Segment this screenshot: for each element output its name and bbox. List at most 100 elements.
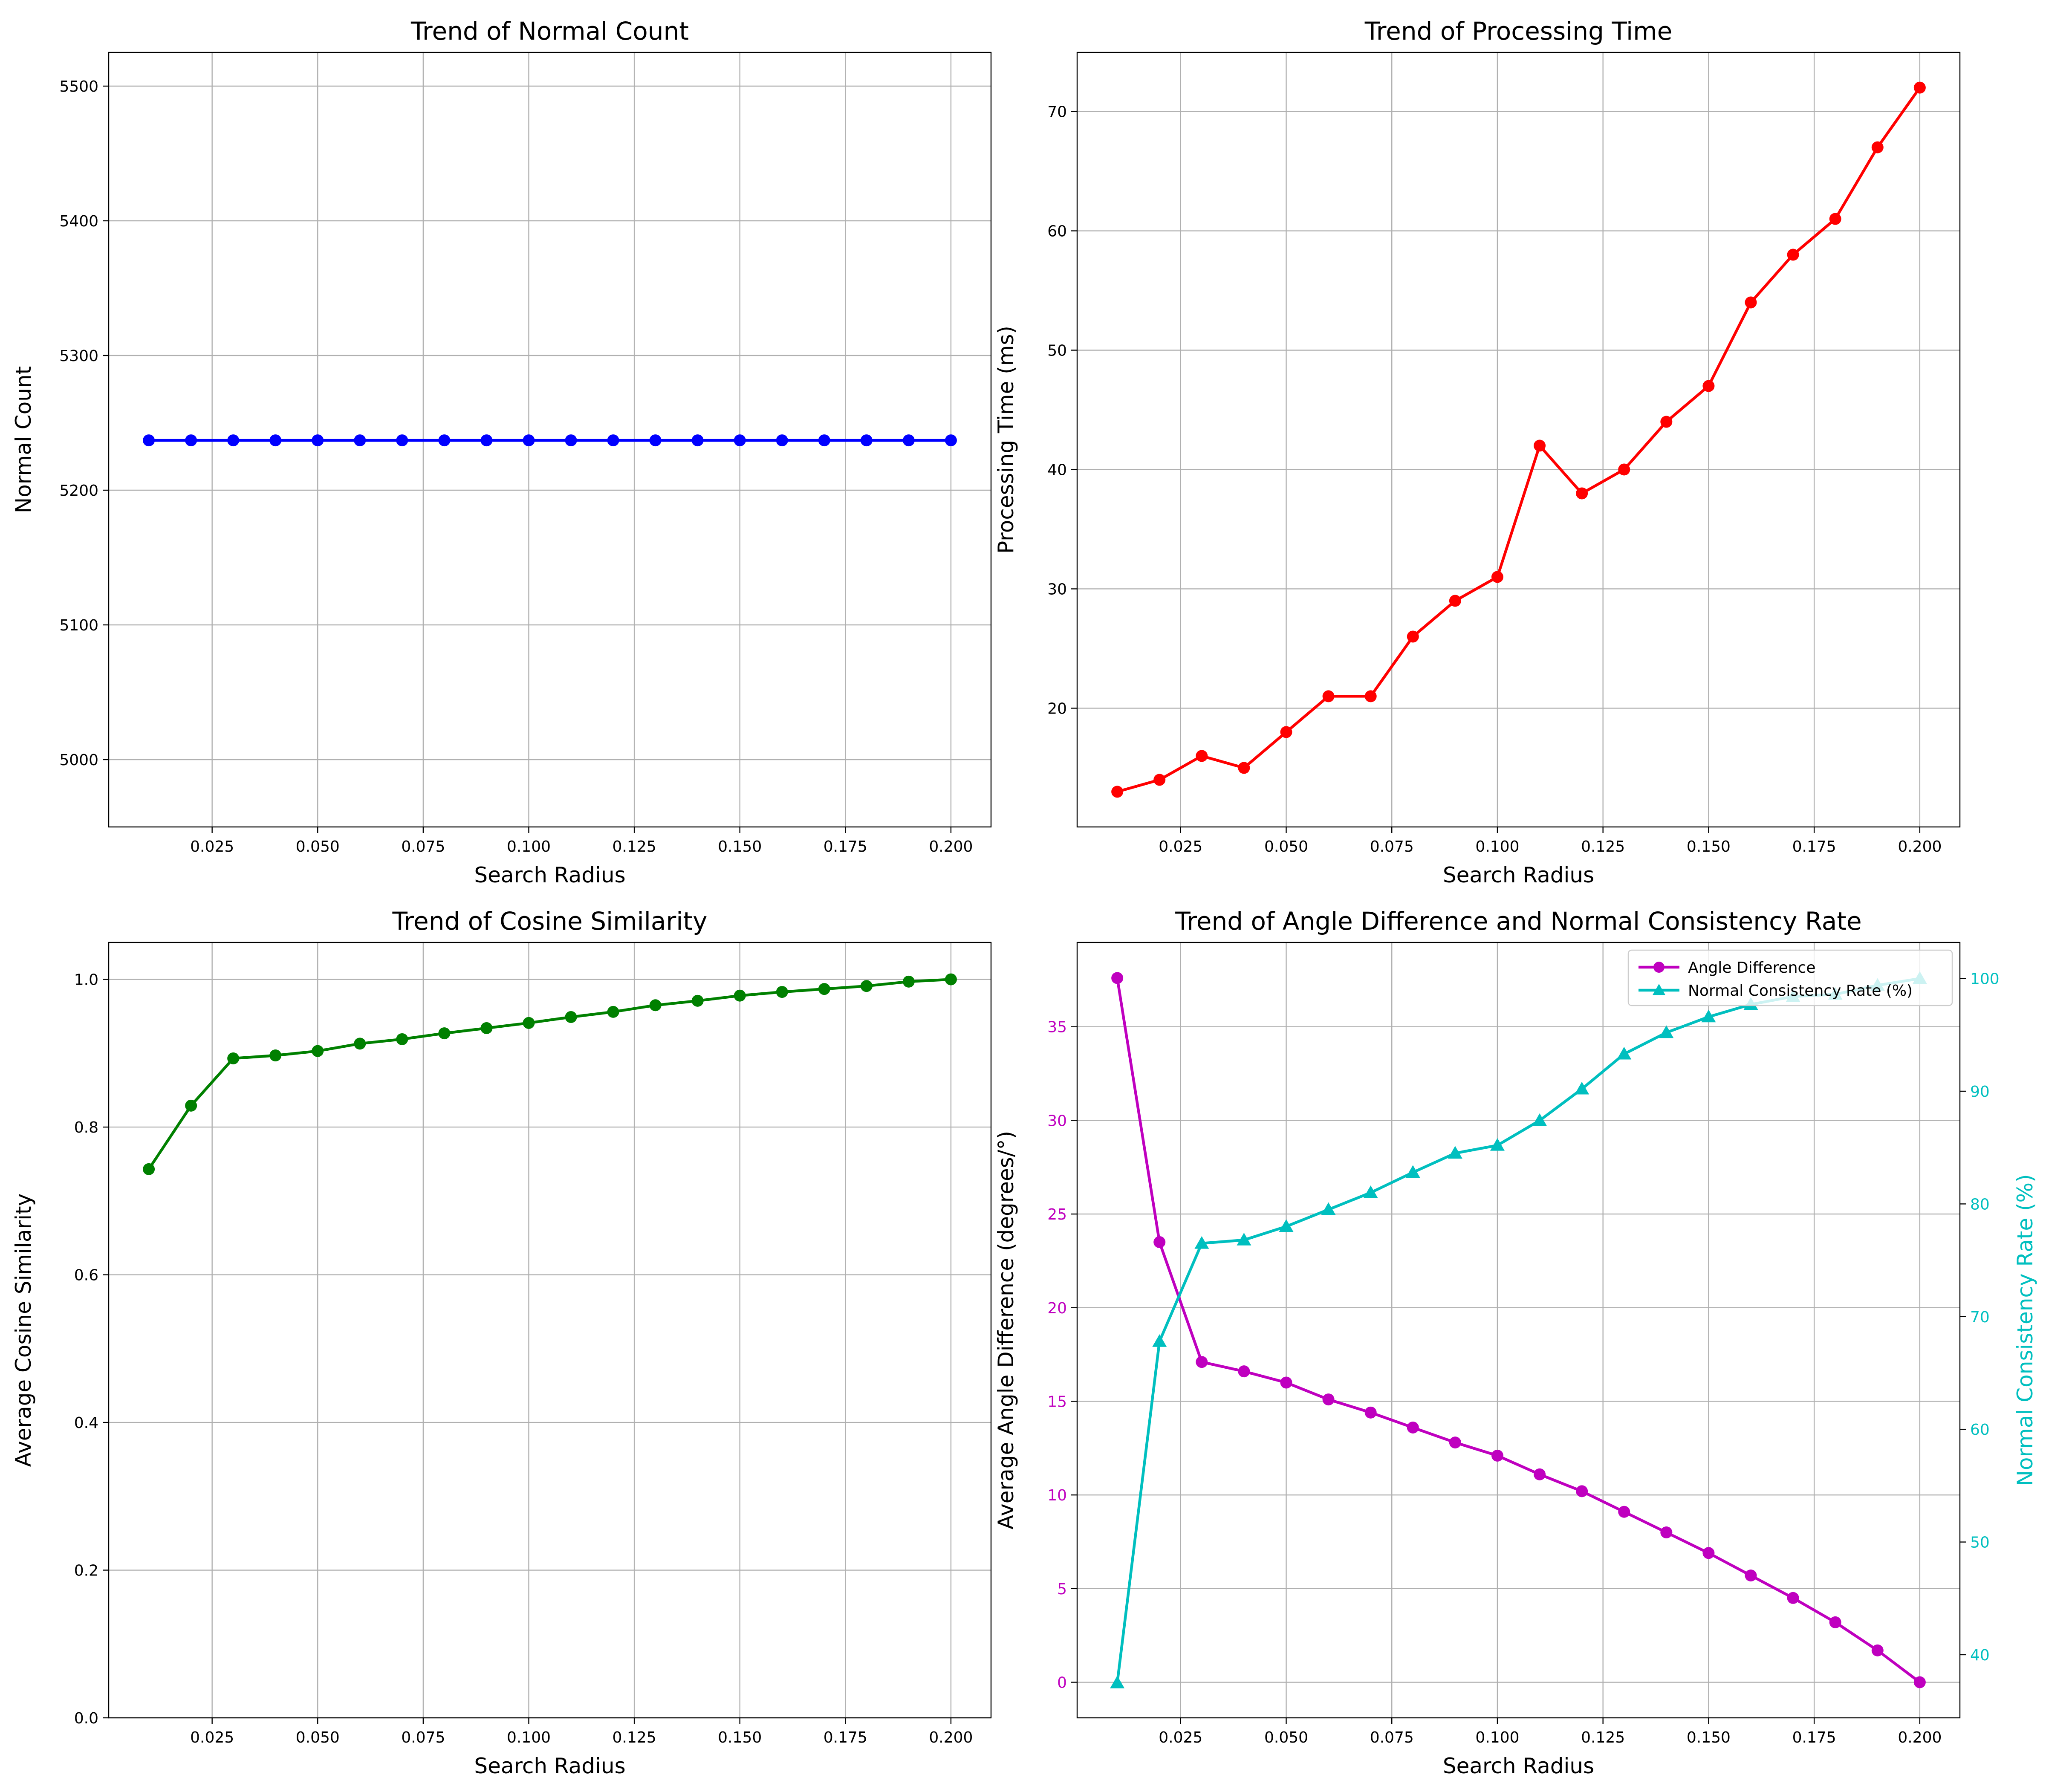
data-point-marker <box>1448 1146 1462 1159</box>
y-tick-label: 0.6 <box>74 1267 98 1284</box>
data-point-marker <box>1576 1485 1588 1497</box>
data-point-marker <box>691 994 704 1007</box>
data-point-marker <box>1871 141 1884 153</box>
x-tick-label: 0.150 <box>1687 1729 1731 1746</box>
y-tick-label: 15 <box>1047 1393 1067 1410</box>
data-point-marker <box>649 434 662 447</box>
legend-swatch-marker <box>1653 962 1665 973</box>
data-point-marker <box>1449 1436 1461 1449</box>
y-tick-label: 20 <box>1047 700 1067 717</box>
data-point-marker <box>1364 1406 1377 1419</box>
x-tick-label: 0.025 <box>190 1729 234 1746</box>
data-point-marker <box>607 1006 619 1018</box>
y-tick-label: 35 <box>1047 1019 1067 1036</box>
data-point-marker <box>649 999 662 1012</box>
x-tick-label: 0.100 <box>507 1729 551 1746</box>
y-tick-label: 50 <box>1047 342 1067 360</box>
data-point-marker <box>734 434 746 447</box>
x-tick-label: 0.050 <box>296 838 340 856</box>
x-tick-label: 0.200 <box>1898 1729 1942 1746</box>
data-point-marker <box>1322 690 1335 702</box>
y-tick-label: 0.0 <box>74 1710 98 1727</box>
series-line <box>1115 977 1920 1683</box>
y-tick-label: 5400 <box>59 213 98 230</box>
legend: Angle Difference Normal Consistency Rate … <box>1627 949 1953 1006</box>
y-tick-label: 70 <box>1047 104 1067 121</box>
data-point-marker <box>818 434 830 447</box>
data-point-marker <box>776 434 788 447</box>
x-tick-label: 0.100 <box>1475 838 1519 856</box>
data-point-marker <box>1787 249 1799 261</box>
data-point-marker <box>1322 1393 1335 1406</box>
y-right-tick-label: 60 <box>1970 1421 1990 1439</box>
plot-title: Trend of Angle Difference and Normal Con… <box>1175 907 1861 936</box>
data-point-marker <box>776 986 788 998</box>
plot-title: Trend of Processing Time <box>1364 17 1673 46</box>
data-point-marker <box>1618 463 1630 476</box>
y-tick-label: 40 <box>1047 461 1067 479</box>
data-point-marker <box>523 1017 535 1029</box>
data-point-marker <box>945 434 957 447</box>
y-right-tick-label: 80 <box>1970 1196 1990 1213</box>
y-tick-label: 5 <box>1057 1581 1067 1598</box>
y-tick-label: 5500 <box>59 78 98 95</box>
data-point-marker <box>1829 213 1841 225</box>
data-point-marker <box>185 1099 197 1112</box>
data-point-marker <box>1111 972 1124 984</box>
data-point-marker <box>438 1027 451 1040</box>
x-tick-label: 0.200 <box>929 838 973 856</box>
data-point-marker <box>1617 1046 1632 1060</box>
x-tick-label: 0.125 <box>613 838 656 856</box>
data-point-marker <box>1534 439 1546 452</box>
data-point-marker <box>143 1163 155 1175</box>
legend-box <box>1627 949 1953 1006</box>
data-point-marker <box>1364 690 1377 702</box>
x-tick-label: 0.175 <box>824 1729 867 1746</box>
data-point-marker <box>1407 1421 1419 1434</box>
data-point-marker <box>1153 774 1166 786</box>
x-axis-title: Search Radius <box>474 1754 625 1778</box>
x-tick-label: 0.025 <box>1159 1729 1202 1746</box>
x-tick-label: 0.175 <box>1792 838 1836 856</box>
chart-panel-1: 0.025 0.050 0.075 0.100 0.125 0.150 0.175 0.200… <box>11 17 992 887</box>
data-point-marker <box>1238 1365 1250 1378</box>
x-tick-label: 0.050 <box>1264 1729 1308 1746</box>
data-point-marker <box>1491 571 1503 583</box>
data-point-marker <box>1196 750 1208 762</box>
plot-title: Trend of Normal Count <box>410 17 689 46</box>
data-point-marker <box>1363 1185 1378 1198</box>
y-tick-label: 0 <box>1057 1674 1067 1692</box>
data-point-marker <box>312 1045 324 1057</box>
data-point-marker <box>354 434 366 447</box>
x-tick-label: 0.125 <box>1581 1729 1625 1746</box>
chart-panel-3: 0.025 0.050 0.075 0.100 0.125 0.150 0.175 0.200… <box>11 907 992 1778</box>
series-line <box>147 978 951 1170</box>
plot-frame <box>1076 942 1961 1719</box>
x-tick-label: 0.125 <box>613 1729 656 1746</box>
data-point-marker <box>1787 1592 1799 1604</box>
y-right-tick-label: 100 <box>1970 971 2000 988</box>
data-point-marker <box>902 434 915 447</box>
y-right-tick-label: 40 <box>1970 1647 1990 1664</box>
y-right-tick-label: 50 <box>1970 1534 1990 1552</box>
data-point-marker <box>860 434 873 447</box>
data-point-marker <box>1913 1676 1926 1688</box>
x-tick-label: 0.100 <box>1475 1729 1519 1746</box>
data-point-marker <box>1534 1468 1546 1480</box>
x-axis-title: Search Radius <box>1443 1754 1594 1778</box>
y-tick-label: 20 <box>1047 1300 1067 1317</box>
data-point-marker <box>1913 81 1926 94</box>
series-line <box>1115 977 1921 1684</box>
data-point-marker <box>1449 595 1461 607</box>
plot-title: Trend of Cosine Similarity <box>392 907 708 936</box>
y-right-tick-label: 90 <box>1970 1083 1990 1101</box>
data-point-marker <box>227 1052 240 1064</box>
data-point-marker <box>607 434 619 447</box>
y-tick-label: 0.4 <box>74 1414 98 1432</box>
y-tick-label: 25 <box>1047 1206 1067 1223</box>
data-point-marker <box>818 983 830 995</box>
x-tick-label: 0.075 <box>401 1729 445 1746</box>
y-tick-label: 5000 <box>59 751 98 769</box>
data-point-marker <box>1111 786 1124 798</box>
x-tick-label: 0.050 <box>296 1729 340 1746</box>
